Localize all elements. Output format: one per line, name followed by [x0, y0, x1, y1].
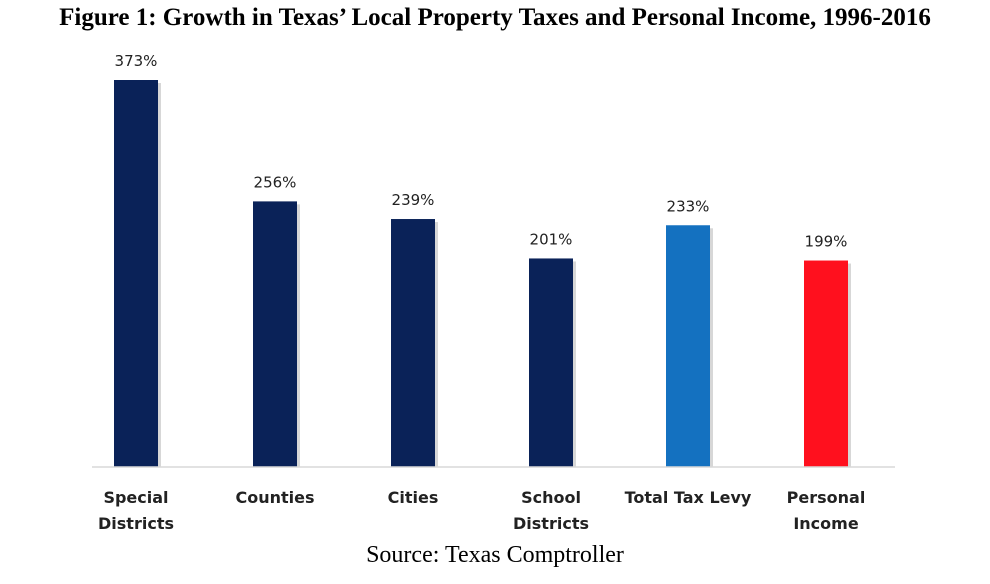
value-label: 239% — [392, 191, 435, 209]
category-label: Cities — [388, 488, 439, 507]
category-label: Personal — [787, 488, 866, 507]
bar — [666, 225, 710, 467]
bar — [253, 201, 297, 467]
category-label: Districts — [513, 514, 589, 533]
chart-title: Figure 1: Growth in Texas’ Local Propert… — [59, 4, 931, 31]
category-label: School — [521, 488, 581, 507]
category-label: Special — [103, 488, 168, 507]
value-label: 199% — [805, 233, 848, 251]
value-label: 256% — [254, 173, 297, 191]
category-label: Counties — [235, 488, 314, 507]
value-label: 201% — [530, 230, 573, 248]
value-label: 233% — [667, 197, 710, 215]
bar — [529, 258, 573, 467]
value-label: 373% — [115, 52, 158, 70]
value-labels-group: 373% 256% 239% 201% 233% 199% — [115, 52, 848, 251]
category-label: Income — [793, 514, 858, 533]
bar — [114, 80, 158, 467]
category-label: Total Tax Levy — [625, 488, 752, 507]
bar — [391, 219, 435, 467]
category-label: Districts — [98, 514, 174, 533]
category-labels-group: Special Districts Counties Cities School Dist… — [98, 488, 865, 533]
bar — [804, 260, 848, 467]
source-note: Source: Texas Comptroller — [366, 542, 624, 568]
bars-group — [114, 80, 851, 467]
